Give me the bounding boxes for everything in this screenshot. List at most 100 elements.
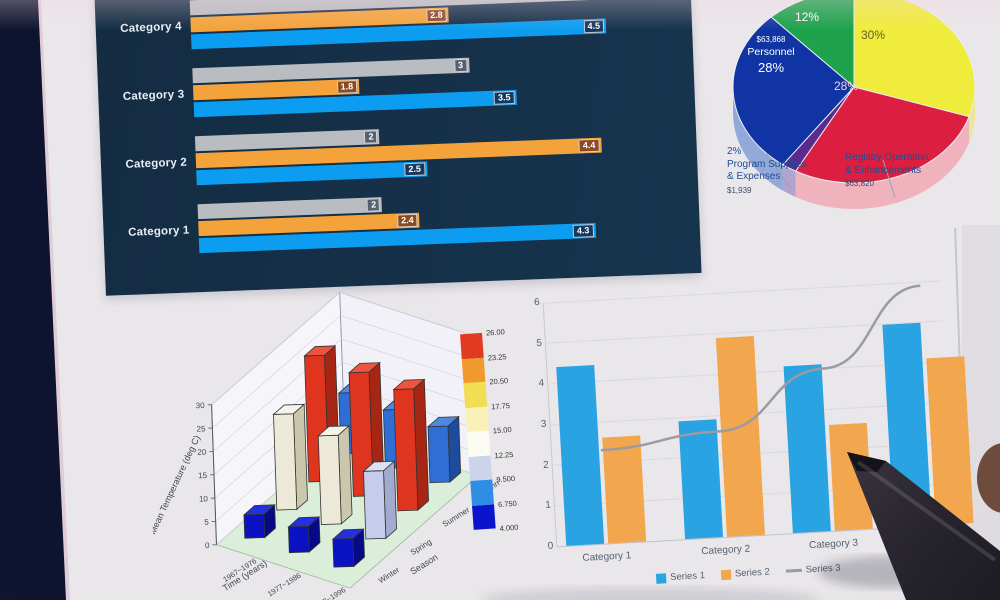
colorbar-segment xyxy=(470,479,494,506)
bar-front xyxy=(317,434,342,525)
bar-top xyxy=(426,416,460,428)
wall-gridline xyxy=(211,291,341,406)
bar-top xyxy=(347,362,381,374)
wall-gridline xyxy=(340,315,475,360)
pie-label-extra: $63,868 xyxy=(757,35,786,44)
category-label: Category 2 xyxy=(701,543,751,558)
category-label: Category 1 xyxy=(127,224,190,239)
category-label: Category 3 xyxy=(122,88,185,103)
bar-front xyxy=(332,538,355,568)
bar-top xyxy=(303,345,337,357)
legend-swatch xyxy=(785,568,802,573)
bar-top xyxy=(242,504,276,516)
category-label: Category 2 xyxy=(125,156,188,171)
bar-track: 2 4.4 2.5 xyxy=(194,118,672,187)
legend-swatch xyxy=(720,569,732,580)
legend-label: Series 2 xyxy=(734,566,771,580)
column-chart: 0 1 2 3 4 5 6 Category 1 Category 2 Category 3 Se… xyxy=(520,266,996,591)
colorbar-tick-label: 20.50 xyxy=(489,376,509,387)
bar-track: 2 2.4 4.3 xyxy=(197,186,675,255)
pie-slice-side xyxy=(733,87,783,191)
wall-gridline xyxy=(212,315,341,429)
callout-line: Registry Operation xyxy=(845,152,929,163)
callout-line: & Enhancements xyxy=(845,164,922,176)
colorbar-segment xyxy=(472,503,496,530)
pie-label: 28% xyxy=(834,79,858,93)
callout-line: Program Supplies xyxy=(727,158,807,170)
column-chart-legend: Series 1 Series 2 Series 3 xyxy=(655,563,841,584)
pie-label: 12% xyxy=(795,10,819,24)
y-tick-label: 15 xyxy=(198,471,208,480)
bar-top xyxy=(392,379,426,390)
legend-item: Series 1 xyxy=(655,570,705,584)
line-series xyxy=(600,284,921,452)
line-series-canvas xyxy=(600,284,921,452)
pie-slice xyxy=(732,16,855,166)
colorbar-segment xyxy=(465,406,489,433)
callout-line: & Expenses xyxy=(727,171,781,182)
legend-item: Series 2 xyxy=(720,566,771,581)
value-chip: 3 xyxy=(453,58,468,73)
colorbar-segment xyxy=(466,430,491,457)
pie-label: 28% xyxy=(758,60,784,75)
colorbar-tick-label: 17.75 xyxy=(490,400,511,411)
value-chip: 2 xyxy=(364,129,378,145)
category-label: Category 1 xyxy=(582,550,632,564)
bar-front xyxy=(273,413,298,511)
y-tick-label: 10 xyxy=(199,494,209,503)
bar-front xyxy=(427,425,451,484)
y-axis xyxy=(211,404,217,545)
value-chip: 2.8 xyxy=(425,8,447,23)
pie-label-extra: Personnel xyxy=(747,46,794,58)
pie-slice-side xyxy=(782,164,796,198)
pie-slice xyxy=(794,86,970,184)
bar-front xyxy=(243,513,266,539)
bar-top xyxy=(287,516,321,528)
pie-slice-side xyxy=(795,116,970,209)
colorbar-segment xyxy=(461,357,486,384)
column-chart-plot: 0 1 2 3 4 5 6 Category 1 Category 2 Category 3 xyxy=(534,279,974,564)
pie-slice-side xyxy=(969,87,975,143)
callout-line: 2% xyxy=(727,146,742,157)
pie-chart: 30% 28% $63,868 Personnel 28% 12% xyxy=(695,0,1000,242)
bar-top xyxy=(362,460,396,472)
colorbar-segment xyxy=(468,455,493,482)
bar-chart-row: Category 2 2 4.4 2.5 xyxy=(114,118,672,190)
category-label: Category 4 xyxy=(120,20,182,35)
colorbar-tick-label: 23.25 xyxy=(487,351,507,362)
colorbar-tick-label: 4.000 xyxy=(499,522,519,534)
colorbar-tick-label: 15.00 xyxy=(492,425,512,436)
x-tick-label: 1987~1996 xyxy=(310,585,347,600)
bar-track: 3 1.8 3.5 xyxy=(192,50,669,119)
colorbar-tick-label: 12.25 xyxy=(494,449,514,460)
wall-gridline xyxy=(341,338,476,383)
bar-chart-row: Category 1 2 2.4 4.3 xyxy=(117,186,675,258)
bar-front xyxy=(287,525,310,554)
colorbar-tick-label: 6.750 xyxy=(497,498,518,509)
bar-track: 52.84.5 xyxy=(189,0,667,51)
y-tick-label: 25 xyxy=(196,424,206,433)
pie-chart-canvas: 30% 28% $63,868 Personnel 28% 12% xyxy=(732,0,976,209)
pie-leader-line xyxy=(882,159,896,198)
value-chip: 2 xyxy=(366,197,381,213)
wall-gridline xyxy=(339,291,474,336)
y-tick-label: 30 xyxy=(196,401,206,410)
bar-top xyxy=(317,425,351,437)
y-tick-label: 5 xyxy=(204,518,209,527)
legend-swatch xyxy=(655,572,667,584)
category-label: Category 3 xyxy=(808,537,859,552)
value-chip: 2.5 xyxy=(404,161,426,177)
pie-slice xyxy=(853,0,976,118)
y-tick-label: 20 xyxy=(197,448,207,457)
pie-slice xyxy=(770,0,855,89)
bar-top xyxy=(272,403,306,415)
bar-chart-row: Category 3 3 1.8 3.5 xyxy=(111,50,669,122)
pie-label: 30% xyxy=(861,28,885,42)
z-tick-label: Winter xyxy=(377,565,402,585)
y-axis-title: Mean Temperature (deg C) xyxy=(147,434,202,536)
colorbar-segment xyxy=(460,332,484,359)
value-chip: 4.3 xyxy=(572,223,594,239)
